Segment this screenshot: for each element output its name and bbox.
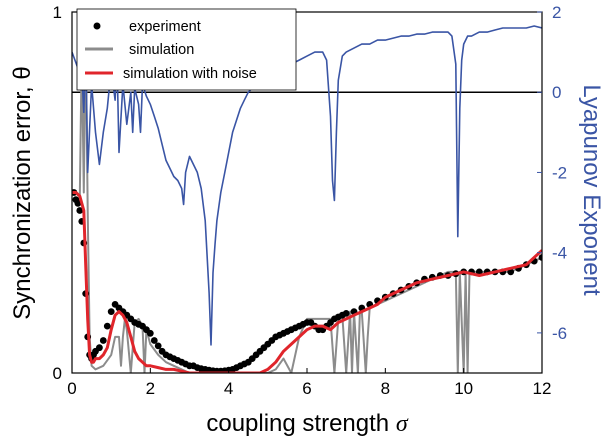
data-point-experiment	[150, 337, 158, 344]
series-line-simulation-with-noise	[72, 191, 542, 373]
data-point-experiment	[538, 254, 542, 261]
x-tick-label: 6	[302, 379, 311, 398]
data-point-experiment	[76, 207, 84, 214]
right-tick-label: -2	[552, 163, 567, 182]
series-line-lyapunov-exponent	[72, 25, 542, 346]
legend-label-simulation-noise: simulation with noise	[123, 66, 257, 82]
x-tick-label: 10	[454, 379, 473, 398]
x-tick-label: 12	[533, 379, 552, 398]
x-tick-label: 4	[224, 379, 233, 398]
x-axis-label: coupling strength σ	[206, 410, 408, 437]
left-tick-label: 0	[53, 364, 62, 383]
legend-box	[76, 8, 297, 91]
left-tick-label: 1	[53, 3, 62, 22]
right-tick-label: 2	[552, 3, 561, 22]
data-point-experiment	[103, 322, 111, 330]
data-point-experiment	[107, 308, 115, 315]
legend-label-simulation: simulation	[129, 42, 194, 58]
series-experiment	[72, 189, 542, 373]
x-tick-label: 8	[381, 379, 390, 398]
right-tick-label: -6	[552, 324, 567, 343]
right-tick-label: 0	[552, 83, 561, 102]
data-point-experiment	[154, 342, 162, 350]
data-point-experiment	[342, 310, 350, 317]
series-line-simulation	[72, 29, 542, 373]
left-axis-label: Synchronization error, θ	[9, 66, 36, 319]
right-tick-label: -4	[552, 244, 567, 263]
x-axis-symbol: σ	[396, 411, 409, 437]
legend-label-experiment: experiment	[129, 19, 201, 35]
x-tick-label: 2	[146, 379, 155, 398]
legend-marker-experiment	[93, 22, 101, 30]
x-tick-label: 0	[67, 379, 76, 398]
data-point-experiment	[74, 199, 82, 207]
legend: experiment simulation simulation with no…	[76, 8, 297, 91]
right-axis-label: Lyapunov Exponent	[578, 84, 605, 296]
data-point-experiment	[99, 337, 107, 344]
data-point-experiment	[96, 344, 103, 352]
x-axis-label-text: coupling strength	[206, 410, 389, 437]
data-point-experiment	[146, 329, 154, 337]
